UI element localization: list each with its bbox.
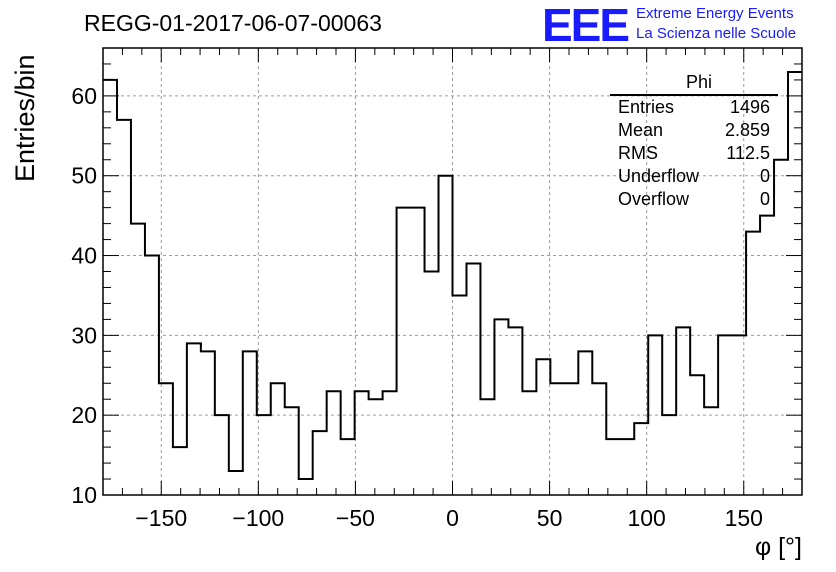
histogram-bin [145,256,159,495]
histogram-bin [285,407,299,495]
histogram-bin [760,216,774,495]
histogram-bin [606,439,620,495]
stats-box: Phi Entries 1496 Mean 2.859 RMS 112.5 Under… [610,72,778,211]
histogram-bin [327,391,341,495]
histogram-bin [578,351,592,495]
histogram-bin [383,391,397,495]
x-tick-label: −50 [336,505,375,531]
histogram-bin [313,431,327,495]
histogram-bin [718,335,732,495]
chart-title: REGG-01-2017-06-07-00063 [84,10,382,36]
stats-header: Phi [610,72,778,96]
histogram-bin [425,272,439,496]
stats-row: Mean 2.859 [610,119,778,142]
histogram-bin [564,383,578,495]
histogram-bin [173,447,187,495]
x-tick-label: 100 [627,505,665,531]
y-tick-label: 30 [71,322,97,348]
histogram-bin [522,391,536,495]
stats-row: Underflow 0 [610,165,778,188]
stats-label: RMS [618,143,658,163]
logo-text: Extreme Energy Events La Scienza nelle S… [636,4,796,44]
logo-line-2: La Scienza nelle Scuole [636,25,797,42]
x-tick-label: 50 [537,505,563,531]
x-tick-label: −100 [232,505,284,531]
stats-value: 1496 [729,97,770,117]
histogram-bin [508,327,522,495]
stats-value: 0 [759,189,770,209]
histogram-bin [453,295,467,495]
histogram-bin [676,327,690,495]
y-axis-label: Entries/bin [10,54,40,182]
histogram-bin [662,415,676,495]
stats-label: Mean [618,120,664,140]
histogram-bin [466,264,480,495]
histogram-bin [480,399,494,495]
histogram-bin [411,208,425,495]
stats-row: Overflow 0 [610,188,778,211]
x-tick-label: 150 [725,505,763,531]
histogram-outline [103,70,802,481]
stats-value: 0 [759,166,770,186]
y-tick-label: 20 [71,402,97,428]
histogram-bin [355,391,369,495]
stats-row: RMS 112.5 [610,142,778,165]
histogram-bin [229,471,243,495]
stats-label: Entries [618,97,675,117]
histogram-bin [131,224,145,495]
logo-line-1: Extreme Energy Events [636,5,794,22]
histogram-bin [369,399,383,495]
histogram-bin [536,359,550,495]
histogram-bin [550,383,564,495]
y-tick-label: 60 [71,83,97,109]
histogram-bin [341,439,355,495]
histogram-bin [634,423,648,495]
y-tick-label: 40 [71,243,97,269]
histogram-bin [271,383,285,495]
histogram-bin [494,319,508,495]
x-tick-label: 0 [446,505,459,531]
histogram-bin [243,351,257,495]
histogram-bin [592,383,606,495]
y-tick-label: 10 [71,482,97,508]
stats-label: Overflow [618,189,690,209]
histogram-bin [690,375,704,495]
histogram-bin [187,343,201,495]
x-tick-label: −150 [135,505,187,531]
eee-logo: EEE [542,0,630,51]
histogram-bin [257,415,271,495]
stats-value: 112.5 [726,143,770,163]
histogram-bin [746,232,760,495]
y-tick-label: 50 [71,163,97,189]
histogram-bin [397,208,411,495]
histogram-bin [201,351,215,495]
stats-row: Entries 1496 [610,96,778,119]
stats-label: Underflow [618,166,700,186]
histogram-bin [299,479,313,495]
histogram-bin [215,415,229,495]
histogram-bin [620,439,634,495]
stats-value: 2.859 [724,120,770,140]
x-axis-label: φ [°] [754,533,802,561]
histogram-bin [704,407,718,495]
